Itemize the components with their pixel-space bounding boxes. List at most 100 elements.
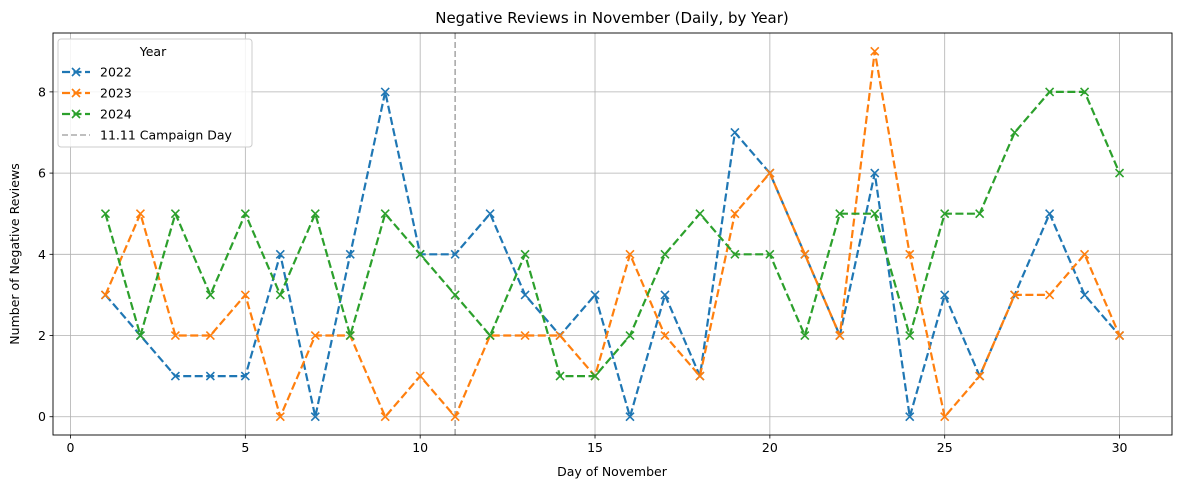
- data-point-2023: [310, 330, 320, 341]
- data-point-2024: [555, 371, 565, 381]
- data-point-2022: [380, 87, 390, 97]
- data-point-2024: [905, 330, 915, 341]
- data-point-2022: [205, 371, 215, 381]
- data-point-2023: [625, 249, 635, 259]
- data-point-2023: [415, 371, 425, 381]
- data-point-2022: [660, 290, 670, 300]
- data-point-2024: [135, 330, 145, 341]
- data-point-2023: [940, 412, 950, 422]
- data-point-2023: [730, 209, 740, 219]
- data-point-2022: [1045, 209, 1055, 219]
- data-point-2022: [485, 209, 495, 219]
- x-tick-label: 0: [67, 440, 75, 455]
- data-point-2023: [1114, 330, 1125, 341]
- legend-title: Year: [139, 44, 167, 59]
- x-axis-label: Day of November: [557, 464, 668, 479]
- data-point-2024: [485, 330, 495, 341]
- data-point-2022: [520, 290, 530, 300]
- data-point-2023: [380, 412, 390, 422]
- y-axis-label: Number of Negative Reviews: [7, 163, 22, 344]
- y-axis-ticks: 0 2 4 6 8: [38, 84, 53, 424]
- data-point-2024: [940, 209, 950, 219]
- data-point-2024: [660, 249, 670, 259]
- series-line-2024: [104, 90, 1121, 378]
- x-tick-label: 20: [762, 440, 778, 455]
- data-point-2024: [380, 209, 390, 219]
- x-tick-label: 10: [412, 440, 428, 455]
- y-tick-label: 6: [38, 166, 46, 181]
- data-point-2022: [240, 371, 250, 381]
- legend: Year 2022 2023 2024 11.11 Campaign Day: [57, 38, 253, 148]
- data-point-2024: [520, 249, 530, 259]
- data-point-2024: [205, 290, 215, 300]
- data-point-2022: [1080, 290, 1090, 300]
- data-point-2024: [625, 330, 635, 341]
- data-point-2023: [975, 371, 985, 381]
- y-tick-label: 0: [38, 409, 46, 424]
- data-point-2023: [205, 330, 215, 341]
- data-point-2023: [555, 330, 565, 341]
- y-tick-label: 2: [38, 328, 46, 343]
- data-point-2022: [450, 249, 460, 259]
- data-point-2024: [1114, 168, 1125, 178]
- data-point-2023: [100, 290, 111, 300]
- data-point-2023: [835, 330, 845, 341]
- legend-label-campaign: 11.11 Campaign Day: [100, 128, 233, 143]
- legend-label-2024: 2024: [100, 107, 132, 122]
- data-point-2024: [870, 209, 880, 219]
- data-point-2023: [695, 371, 705, 381]
- data-point-2024: [310, 209, 320, 219]
- data-point-2024: [975, 209, 985, 219]
- data-point-2023: [1010, 290, 1020, 300]
- legend-box: [57, 38, 253, 148]
- data-point-2024: [345, 330, 355, 341]
- data-point-2022: [625, 412, 635, 422]
- x-tick-label: 25: [937, 440, 953, 455]
- series-line-2022: [104, 90, 1121, 418]
- legend-label-2023: 2023: [100, 86, 132, 101]
- data-point-2022: [905, 412, 915, 422]
- data-point-2024: [240, 209, 250, 219]
- data-point-2024: [1080, 87, 1090, 97]
- data-point-2024: [730, 249, 740, 259]
- data-point-2023: [660, 330, 670, 341]
- data-point-2022: [730, 127, 740, 138]
- y-tick-label: 8: [38, 84, 46, 99]
- data-point-2023: [800, 249, 810, 259]
- x-tick-label: 15: [587, 440, 603, 455]
- y-tick-label: 4: [38, 247, 46, 262]
- data-point-2024: [800, 330, 810, 341]
- series-group: [100, 46, 1125, 422]
- legend-marker-2022: [71, 67, 81, 77]
- data-point-2022: [310, 412, 320, 422]
- data-point-2023: [905, 249, 915, 259]
- x-tick-label: 30: [1112, 440, 1128, 455]
- data-point-2024: [765, 249, 775, 259]
- data-point-2024: [450, 290, 460, 300]
- data-point-2024: [590, 371, 600, 381]
- data-point-2023: [765, 168, 775, 178]
- legend-marker-2024: [71, 109, 81, 119]
- plot-frame: [52, 32, 1173, 436]
- data-point-2023: [275, 412, 285, 422]
- data-point-2024: [100, 209, 111, 219]
- x-tick-label: 5: [241, 440, 249, 455]
- data-point-2022: [345, 249, 355, 259]
- data-point-2022: [940, 290, 950, 300]
- data-point-2023: [520, 330, 530, 341]
- data-point-2024: [170, 209, 180, 219]
- data-point-2024: [1010, 127, 1020, 138]
- data-point-2023: [1045, 290, 1055, 300]
- chart-title: Negative Reviews in November (Daily, by …: [435, 9, 789, 27]
- data-point-2023: [450, 412, 460, 422]
- data-point-2022: [870, 168, 880, 178]
- data-point-2024: [835, 209, 845, 219]
- data-point-2024: [275, 290, 285, 300]
- data-point-2024: [1045, 87, 1055, 97]
- data-point-2024: [415, 249, 425, 259]
- data-point-2023: [170, 330, 180, 341]
- series-line-2023: [104, 50, 1121, 418]
- data-point-2023: [870, 46, 880, 56]
- data-point-2022: [170, 371, 180, 381]
